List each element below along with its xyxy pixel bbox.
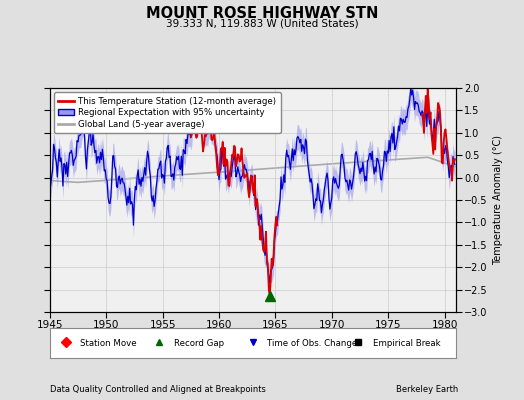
Text: Record Gap: Record Gap — [173, 338, 224, 348]
Text: 39.333 N, 119.883 W (United States): 39.333 N, 119.883 W (United States) — [166, 18, 358, 28]
Legend: This Temperature Station (12-month average), Regional Expectation with 95% uncer: This Temperature Station (12-month avera… — [54, 92, 280, 133]
Text: Empirical Break: Empirical Break — [373, 338, 440, 348]
Text: Time of Obs. Change: Time of Obs. Change — [267, 338, 357, 348]
Text: MOUNT ROSE HIGHWAY STN: MOUNT ROSE HIGHWAY STN — [146, 6, 378, 21]
Text: Data Quality Controlled and Aligned at Breakpoints: Data Quality Controlled and Aligned at B… — [50, 385, 266, 394]
Y-axis label: Temperature Anomaly (°C): Temperature Anomaly (°C) — [494, 135, 504, 265]
Text: Berkeley Earth: Berkeley Earth — [396, 385, 458, 394]
Text: Station Move: Station Move — [80, 338, 137, 348]
